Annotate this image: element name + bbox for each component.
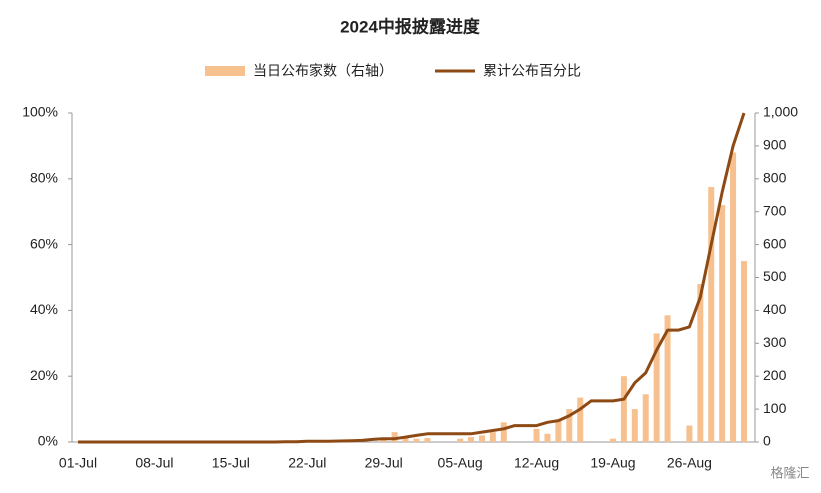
watermark: 格隆汇 — [770, 465, 809, 480]
y2-tick-label: 600 — [763, 235, 787, 251]
y-tick-label: 0% — [38, 433, 58, 449]
bar — [500, 422, 507, 442]
bar — [697, 284, 704, 442]
y2-tick-label: 700 — [763, 202, 787, 218]
y-tick-label: 60% — [30, 235, 58, 251]
bar — [413, 438, 420, 442]
bar — [489, 432, 496, 442]
x-tick-label: 29-Jul — [365, 455, 403, 471]
y2-tick-label: 800 — [763, 170, 787, 186]
bar — [741, 261, 747, 442]
x-tick-label: 15-Jul — [212, 455, 250, 471]
x-tick-label: 12-Aug — [514, 455, 559, 471]
x-tick-label: 22-Jul — [288, 455, 326, 471]
x-tick-label: 08-Jul — [135, 455, 173, 471]
legend-label: 当日公布家数（右轴） — [253, 63, 393, 79]
chart-title: 2024中报披露进度 — [340, 16, 481, 36]
y2-tick-label: 300 — [763, 334, 787, 350]
y2-tick-label: 0 — [763, 433, 771, 449]
bar — [620, 376, 627, 442]
bar — [424, 438, 431, 442]
bar — [730, 152, 737, 443]
bar — [457, 438, 464, 442]
bar — [653, 333, 660, 442]
y2-tick-label: 400 — [763, 301, 787, 317]
bar — [544, 433, 551, 442]
bar — [380, 438, 387, 442]
bar — [533, 428, 540, 442]
bar — [402, 437, 409, 442]
y-tick-label: 40% — [30, 301, 58, 317]
y2-tick-label: 200 — [763, 367, 787, 383]
y2-tick-label: 500 — [763, 268, 787, 284]
x-tick-label: 01-Jul — [59, 455, 97, 471]
bar — [664, 315, 671, 442]
bar — [642, 394, 649, 442]
bar — [391, 432, 398, 442]
bar — [566, 409, 573, 442]
x-tick-label: 05-Aug — [438, 455, 483, 471]
bar — [631, 409, 638, 442]
y2-tick-label: 1,000 — [763, 104, 798, 120]
bar — [719, 205, 726, 442]
bar — [686, 425, 693, 442]
x-tick-label: 26-Aug — [667, 455, 712, 471]
y2-tick-label: 900 — [763, 137, 787, 153]
y-tick-label: 80% — [30, 170, 58, 186]
bar — [478, 435, 485, 442]
y2-tick-label: 100 — [763, 400, 787, 416]
y-tick-label: 20% — [30, 367, 58, 383]
legend-swatch — [205, 66, 245, 76]
legend-label: 累计公布百分比 — [483, 63, 581, 79]
bar — [708, 187, 715, 442]
x-tick-label: 19-Aug — [590, 455, 635, 471]
bar — [609, 438, 616, 442]
y-tick-label: 100% — [22, 104, 58, 120]
bar — [555, 420, 562, 442]
line — [78, 112, 746, 444]
bar — [577, 397, 584, 442]
bar — [468, 437, 475, 442]
